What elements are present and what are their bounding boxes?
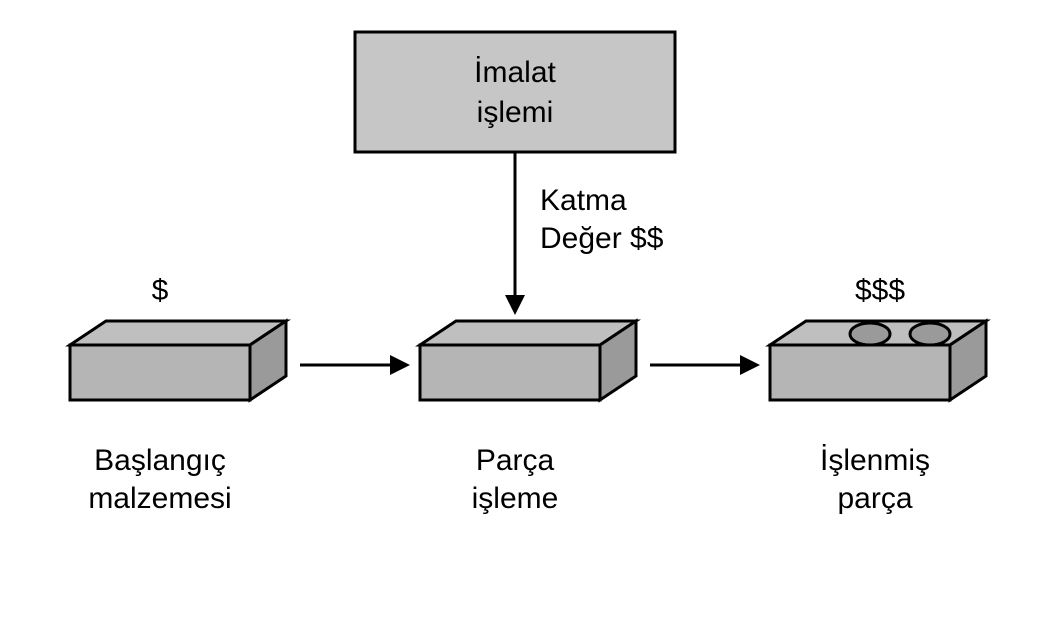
caption-processing-2: işleme (472, 482, 559, 515)
manufacturing-flow-diagram: İmalat işlemi Katma Değer $$ $ Başlangıç m… (0, 0, 1057, 638)
value-added-arrow: Katma Değer $$ (505, 152, 664, 315)
block-processing: Parça işleme (420, 321, 636, 515)
caption-processed-2: parça (837, 482, 912, 515)
process-box: İmalat işlemi (355, 32, 675, 152)
block-processed: $$$ İşlenmiş parça (770, 274, 986, 515)
block-hole-1 (850, 323, 890, 345)
block-hole-2 (910, 323, 950, 345)
caption-starting-2: malzemesi (88, 482, 231, 515)
value-label-starting: $ (152, 274, 169, 307)
value-label-processed: $$$ (855, 274, 905, 307)
block-front-face (420, 345, 600, 400)
block-starting: $ Başlangıç malzemesi (70, 274, 286, 515)
arrow-down-head (505, 295, 525, 315)
process-box-label-2: işlemi (477, 96, 554, 129)
caption-processing-1: Parça (476, 444, 555, 477)
flow-arrow-1-head (390, 355, 410, 375)
process-box-label-1: İmalat (474, 56, 556, 89)
value-added-label-1: Katma (540, 184, 627, 217)
caption-starting-1: Başlangıç (94, 444, 226, 477)
block-front-face (770, 345, 950, 400)
value-added-label-2: Değer $$ (540, 222, 664, 255)
material-blocks: $ Başlangıç malzemesi Parça işleme $$$ İşlenmi… (70, 274, 986, 515)
flow-arrow-2-head (740, 355, 760, 375)
process-box-rect (355, 32, 675, 152)
block-front-face (70, 345, 250, 400)
caption-processed-1: İşlenmiş (820, 444, 930, 477)
